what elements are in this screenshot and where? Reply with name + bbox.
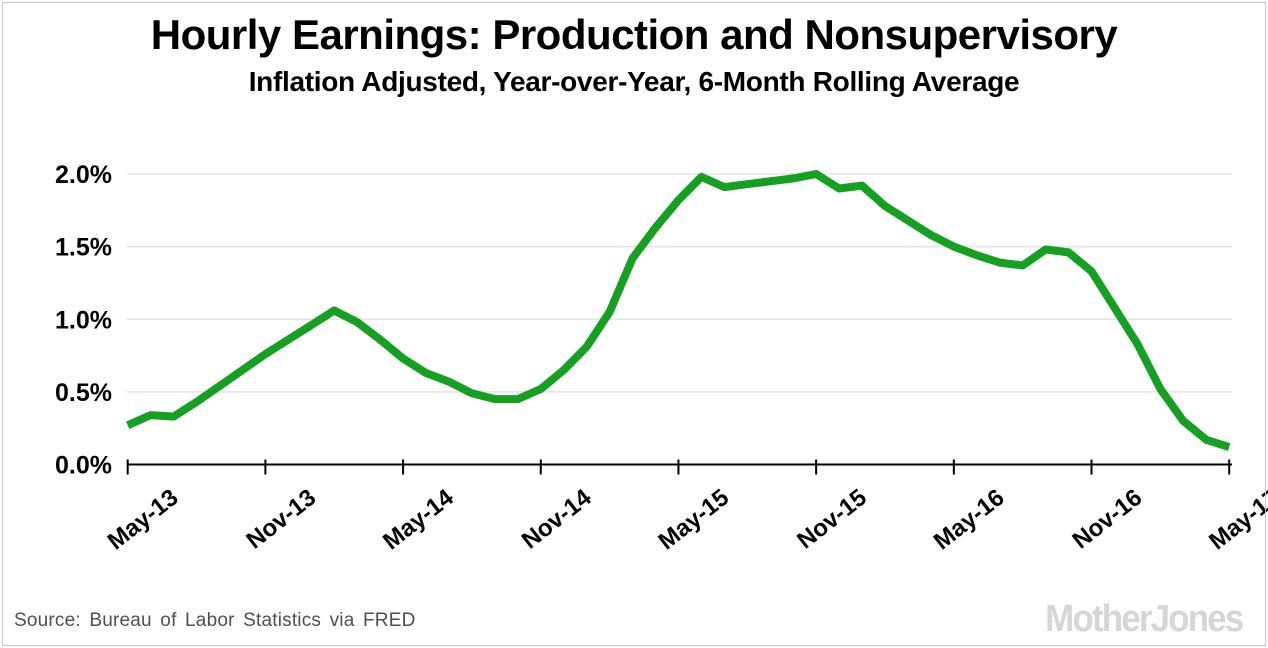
y-axis-tick-label: 1.5% (55, 234, 112, 262)
source-note: Source: Bureau of Labor Statistics via F… (14, 610, 416, 631)
y-axis-tick-label: 2.0% (55, 161, 112, 189)
x-axis-tick-label: Nov-15 (792, 484, 872, 555)
x-axis-tick-label: May-17 (1204, 484, 1268, 555)
x-axis-tick-label: May-16 (929, 484, 1010, 555)
y-axis-tick-label: 1.0% (55, 306, 112, 334)
chart-header: Hourly Earnings: Production and Nonsuper… (0, 11, 1268, 98)
x-axis-tick-label: May-15 (653, 484, 734, 555)
y-axis-tick-label: 0.0% (55, 452, 112, 480)
chart-subtitle: Inflation Adjusted, Year-over-Year, 6-Mo… (248, 66, 1020, 98)
brand-logo: MotherJones (1044, 598, 1244, 640)
x-axis-tick-label: Nov-14 (517, 484, 597, 555)
y-axis-tick-label: 0.5% (55, 379, 112, 407)
chart-title: Hourly Earnings: Production and Nonsuper… (150, 11, 1118, 58)
x-axis-tick-label: Nov-13 (241, 484, 321, 555)
x-axis-tick-label: May-14 (378, 484, 459, 556)
x-axis-tick-label: Nov-16 (1068, 484, 1148, 555)
x-axis-tick-label: May-13 (103, 484, 184, 555)
data-line (126, 170, 1231, 451)
